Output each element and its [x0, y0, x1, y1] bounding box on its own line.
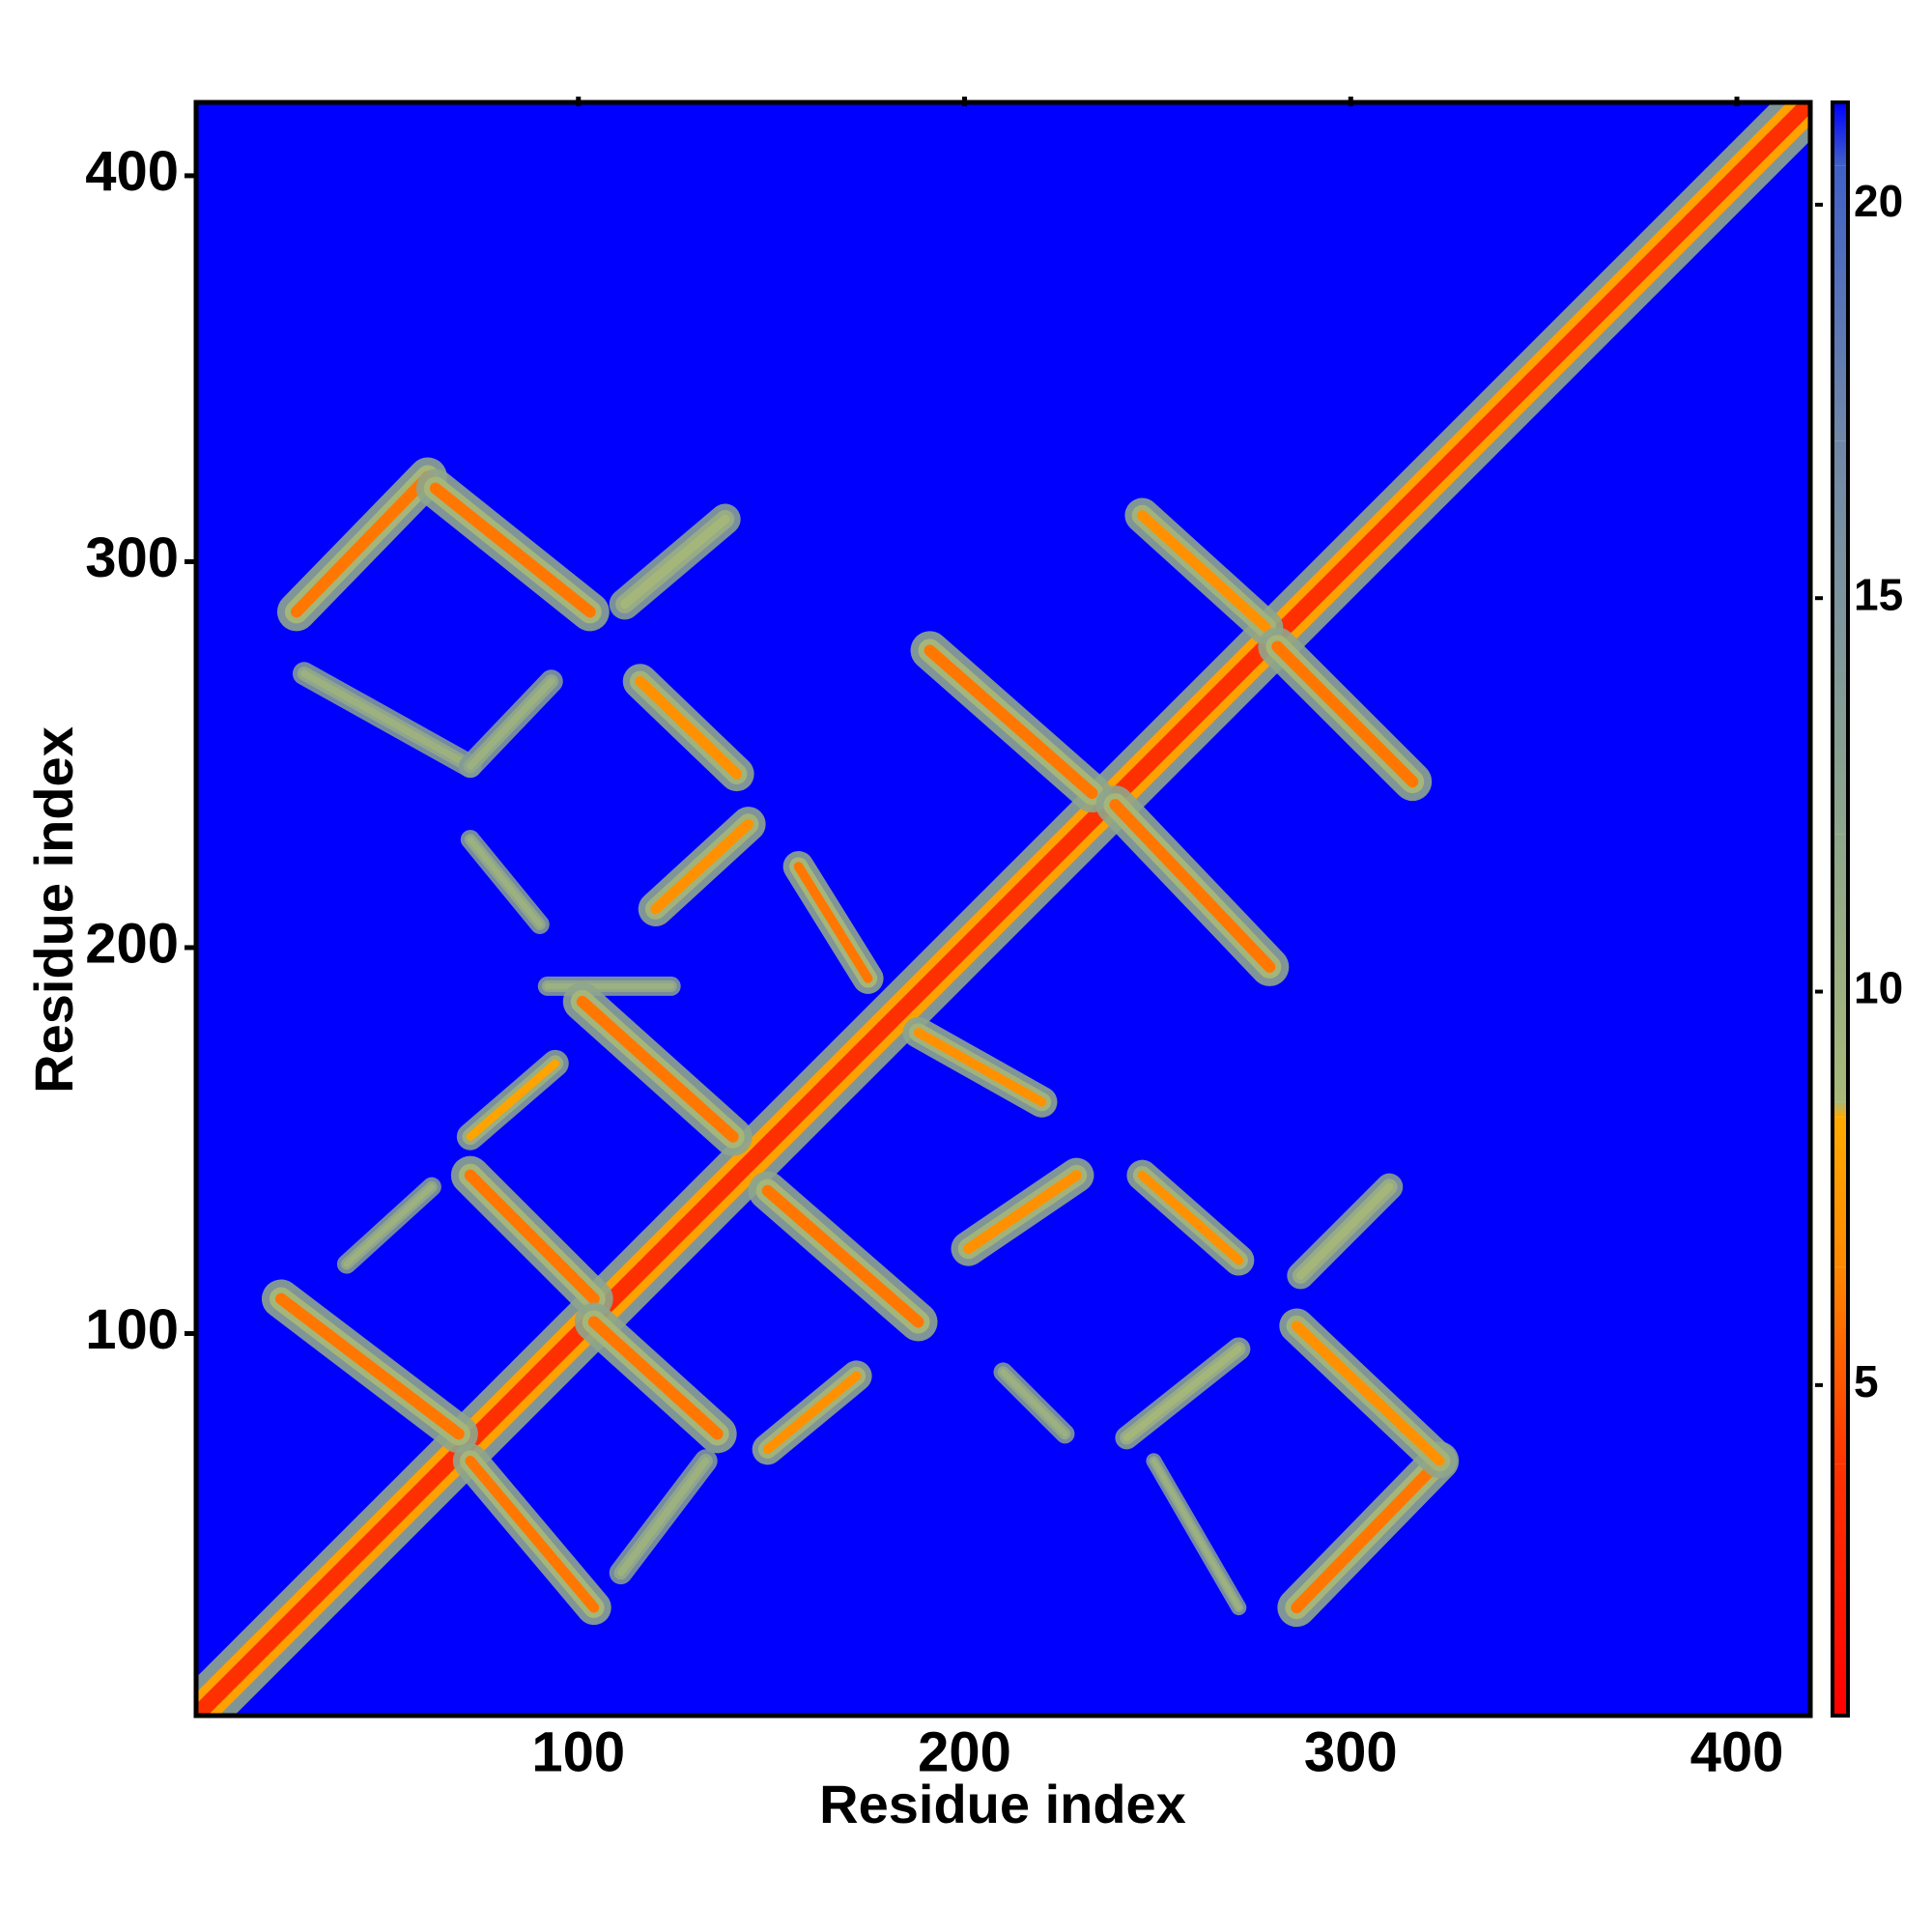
- contact-band-core: [464, 1169, 600, 1305]
- colorbar-segment: [1833, 1117, 1848, 1267]
- contact-band: [292, 662, 482, 779]
- contact-band-core: [1271, 640, 1419, 788]
- contact-band: [1146, 1453, 1247, 1616]
- colorbar-tick-label: 20: [1854, 176, 1903, 226]
- contact-band-core: [761, 1184, 924, 1328]
- colorbar-segment: [1833, 165, 1848, 441]
- contact-band: [1277, 1441, 1460, 1628]
- contact-band: [1287, 1173, 1404, 1290]
- colorbar-tick-label: 15: [1854, 569, 1903, 619]
- contact-band-core: [1122, 1345, 1242, 1441]
- colorbar-segment: [1833, 1463, 1848, 1716]
- contact-band: [993, 1362, 1075, 1444]
- contact-band: [1124, 497, 1284, 645]
- contact-band: [748, 1171, 938, 1342]
- plot-frame: [193, 99, 1813, 1719]
- contact-band-core: [429, 482, 596, 618]
- contact-band: [638, 807, 766, 926]
- x-axis-label: Residue index: [819, 1774, 1186, 1834]
- contact-band-core: [793, 862, 873, 983]
- contact-band: [452, 1443, 611, 1626]
- colorbar-segment: [1833, 1101, 1848, 1118]
- contact-band: [910, 631, 1112, 813]
- contact-band: [261, 1279, 478, 1454]
- x-tick-label: 100: [531, 1720, 625, 1783]
- contact-band-core: [963, 1170, 1082, 1254]
- contact-band: [951, 1157, 1094, 1266]
- plot-area: [196, 102, 1810, 1716]
- x-tick-label: 200: [918, 1720, 1011, 1783]
- contact-band: [336, 1177, 441, 1274]
- contact-band-core: [576, 995, 739, 1143]
- contact-band: [456, 1049, 569, 1151]
- contact-band: [276, 457, 447, 632]
- y-axis-label: Residue index: [23, 726, 84, 1094]
- contact-band: [415, 469, 610, 632]
- contact-band: [1279, 1308, 1458, 1479]
- contact-band-core: [617, 1457, 710, 1577]
- y-tick-label: 100: [85, 1298, 179, 1361]
- contact-band: [562, 981, 753, 1156]
- colorbar-segment: [1833, 102, 1848, 166]
- contact-band-core: [467, 837, 543, 927]
- contact-band-core: [300, 669, 474, 770]
- contact-band-core: [343, 1183, 435, 1267]
- colorbar-segment: [1833, 440, 1848, 835]
- contact-band: [782, 851, 884, 994]
- contact-band-core: [1291, 1455, 1446, 1614]
- colorbar-tick-label: 10: [1854, 963, 1903, 1013]
- colorbar-segment: [1833, 834, 1848, 1102]
- x-tick-label: 300: [1304, 1720, 1398, 1783]
- contact-band: [622, 664, 754, 792]
- contact-band-core: [274, 1293, 465, 1440]
- colorbar-frame: [1831, 100, 1850, 1718]
- contact-band-core: [762, 1371, 862, 1455]
- contact-band: [752, 1360, 872, 1465]
- colorbar-segment: [1833, 1266, 1848, 1464]
- contact-band-core: [1151, 1458, 1241, 1610]
- contact-band-core: [1000, 1369, 1068, 1437]
- contact-band: [460, 830, 550, 934]
- x-tick-label: 400: [1690, 1720, 1784, 1783]
- contact-band-core: [1291, 1321, 1445, 1466]
- contact-band: [1115, 1337, 1251, 1450]
- contact-band-core: [466, 1059, 559, 1141]
- contact-band-core: [587, 1316, 724, 1440]
- contact-band-core: [1296, 1182, 1394, 1280]
- contact-band: [1095, 785, 1290, 986]
- y-tick-label: 300: [85, 526, 179, 589]
- contact-band-core: [1137, 510, 1271, 633]
- contact-band: [574, 1302, 737, 1454]
- contact-band: [450, 1155, 613, 1319]
- contact-band-core: [650, 818, 754, 915]
- contact-band-core: [635, 675, 743, 780]
- contact-band: [458, 669, 563, 779]
- contact-band-core: [467, 677, 555, 770]
- contact-band: [609, 1449, 718, 1585]
- contact-band-core: [1109, 799, 1276, 973]
- y-tick-label: 200: [85, 912, 179, 975]
- y-tick-label: 400: [85, 140, 179, 203]
- contact-band: [1126, 1159, 1255, 1276]
- contact-band-core: [290, 470, 434, 618]
- contact-band-core: [913, 1028, 1047, 1107]
- contact-band-core: [619, 514, 730, 610]
- contact-band-core: [1137, 1170, 1244, 1265]
- contact-band: [1258, 627, 1433, 802]
- contact-band: [609, 503, 741, 620]
- contact-band-core: [465, 1455, 600, 1613]
- colorbar-tick-label: 5: [1854, 1356, 1879, 1406]
- contact-band: [902, 1016, 1058, 1118]
- contact-band-core: [923, 644, 1098, 800]
